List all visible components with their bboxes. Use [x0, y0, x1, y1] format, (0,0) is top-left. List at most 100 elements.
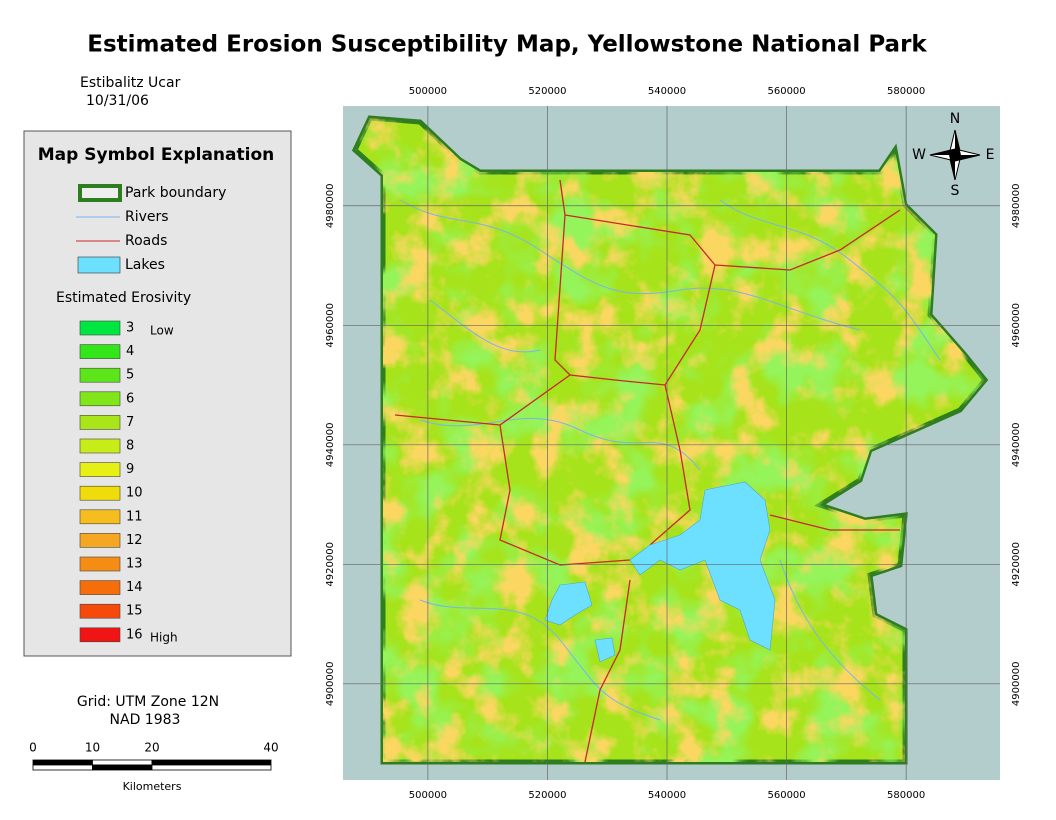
road: [499, 424, 631, 566]
class-value: 12: [126, 533, 143, 548]
y-tick-label: 4920000: [1011, 542, 1022, 587]
legend-label: Park boundary: [125, 185, 226, 201]
erosivity-high: [355, 118, 985, 762]
scale-label: 0: [29, 741, 37, 755]
class-value: 9: [126, 462, 134, 477]
lakes: [544, 481, 776, 663]
class-swatch: [79, 462, 121, 477]
class-swatch: [79, 415, 121, 430]
scale-segment: [32, 759, 93, 766]
y-tick-label: 4980000: [1011, 184, 1022, 229]
date: 10/31/06: [86, 93, 149, 109]
class-note: Low: [150, 324, 174, 338]
x-tick-label: 580000: [887, 790, 925, 801]
scale-bar: 0 10 20 40: [29, 741, 279, 771]
class-swatch: [79, 533, 121, 548]
scale-segment: [92, 764, 153, 771]
scale-unit: Kilometers: [123, 780, 182, 793]
class-swatch: [79, 391, 121, 407]
class-swatch: [79, 627, 121, 643]
north-arrow: N W E S: [912, 111, 994, 199]
class-value: 11: [126, 509, 143, 524]
legend-label: Rivers: [125, 209, 169, 225]
legend-box: [23, 130, 292, 657]
class-swatch: [79, 367, 121, 383]
erosivity-title: Estimated Erosivity: [56, 290, 191, 306]
scale-segment: [32, 764, 93, 771]
class-swatch: [79, 320, 121, 336]
class-value: 8: [126, 439, 134, 454]
grid-info: Grid: UTM Zone 12N: [77, 694, 219, 710]
class-note: High: [150, 630, 178, 644]
road: [584, 579, 631, 763]
lake: [594, 637, 616, 663]
legend-label: Lakes: [125, 257, 165, 273]
x-tick-label: 500000: [409, 790, 447, 801]
river: [779, 559, 881, 701]
x-tick-label: 560000: [767, 790, 805, 801]
scale-segment: [151, 759, 272, 766]
class-swatch: [79, 438, 121, 454]
class-value: 13: [126, 557, 143, 572]
y-tick-label: 4960000: [1011, 303, 1022, 348]
legend: Park boundary Rivers Roads Lakes 3 Low 4 5 6 7 8 9 1…: [76, 184, 226, 644]
legend-label: Roads: [125, 233, 167, 249]
scale-label: 20: [144, 741, 159, 755]
y-tick-label: 4980000: [325, 184, 336, 229]
compass-shade: [955, 130, 961, 155]
scale-segment: [151, 764, 272, 771]
graticule: 500000 500000 520000 520000 540000 540000 5600…: [325, 86, 1022, 801]
x-tick-label: 500000: [409, 86, 447, 97]
y-tick-label: 4940000: [1011, 423, 1022, 468]
class-value: 3: [126, 321, 134, 336]
y-tick-label: 4920000: [325, 542, 336, 587]
road: [769, 514, 900, 531]
class-swatch: [79, 509, 121, 525]
class-value: 6: [126, 391, 134, 406]
scale-label: 10: [85, 741, 100, 755]
park: [351, 115, 989, 765]
class-swatch: [79, 603, 121, 619]
scale-segment: [92, 759, 153, 766]
river: [429, 299, 541, 353]
map-title: Estimated Erosion Susceptibility Map, Ye…: [87, 32, 927, 58]
compass-s: S: [951, 183, 960, 199]
y-tick-label: 4900000: [325, 662, 336, 707]
compass-e: E: [986, 147, 995, 163]
road: [714, 209, 901, 271]
class-value: 16: [126, 627, 143, 642]
rivers: [399, 199, 941, 721]
class-value: 14: [126, 580, 143, 595]
y-tick-label: 4940000: [325, 423, 336, 468]
class-value: 15: [126, 604, 143, 619]
river: [419, 599, 661, 721]
legend-swatch: [77, 256, 121, 274]
compass-n: N: [950, 111, 960, 127]
river: [399, 199, 861, 331]
lake: [544, 581, 593, 626]
x-tick-label: 540000: [648, 790, 686, 801]
x-tick-label: 540000: [648, 86, 686, 97]
river: [719, 199, 941, 361]
compass-shade: [930, 149, 955, 155]
legend-swatch: [78, 184, 122, 202]
y-tick-label: 4900000: [1011, 662, 1022, 707]
legend-title: Map Symbol Explanation: [38, 145, 274, 165]
y-tick-label: 4960000: [325, 303, 336, 348]
class-swatch: [79, 485, 121, 501]
class-swatch: [79, 556, 121, 572]
compass-w: W: [912, 147, 926, 163]
road: [649, 384, 691, 546]
roads: [394, 179, 901, 763]
class-value: 10: [126, 486, 143, 501]
class-value: 5: [126, 368, 134, 383]
class-value: 7: [126, 415, 134, 430]
x-tick-label: 580000: [887, 86, 925, 97]
x-tick-label: 520000: [528, 790, 566, 801]
lake: [629, 481, 776, 651]
compass-shade: [955, 155, 980, 161]
x-tick-label: 520000: [528, 86, 566, 97]
author: Estibalitz Ucar: [80, 75, 181, 91]
